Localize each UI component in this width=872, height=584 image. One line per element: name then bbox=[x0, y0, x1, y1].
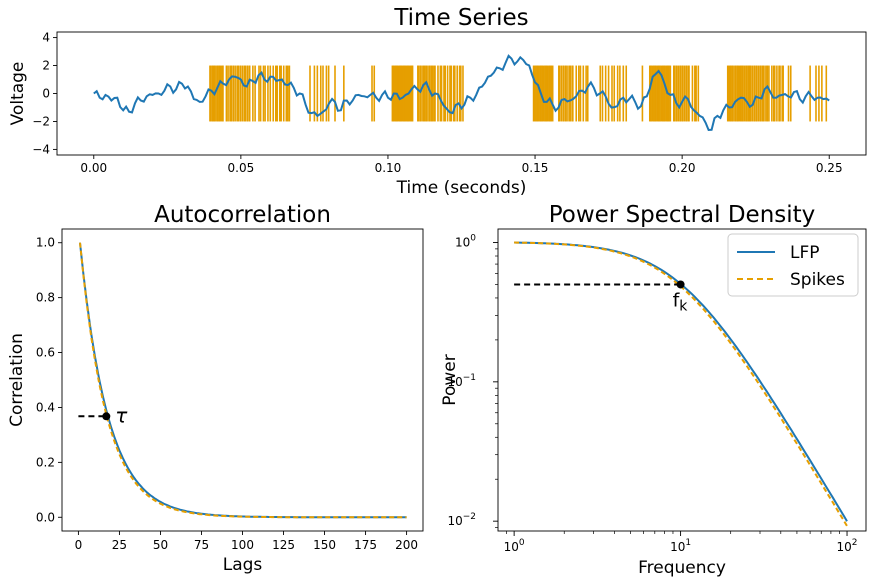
y-tick-exponent: −1 bbox=[463, 373, 476, 383]
plot-frame bbox=[497, 228, 867, 532]
x-tick-label: 0.00 bbox=[80, 161, 107, 175]
legend-box bbox=[727, 233, 859, 297]
x-tick-label: 0.10 bbox=[375, 161, 402, 175]
x-tick-label: 125 bbox=[272, 538, 295, 552]
lfp-autocorr-line bbox=[79, 242, 407, 519]
x-axis-label: Lags bbox=[223, 555, 263, 575]
x-tick-label: 25 bbox=[112, 538, 127, 552]
y-tick-label: −4 bbox=[32, 142, 50, 156]
y-tick-exponent: −2 bbox=[463, 512, 476, 522]
time-series-panel: Time Series 0.00 0.05 0.10 0.15 0.20 0.25 −4 −2 0… bbox=[8, 5, 867, 198]
x-axis-label: Time (seconds) bbox=[396, 178, 527, 198]
legend-label: LFP bbox=[790, 243, 820, 263]
spikes-autocorr-line bbox=[79, 242, 407, 519]
autocorrelation-panel: Autocorrelation τ 0 25 50 75 100 125 150 175 200 0.… bbox=[7, 202, 424, 575]
x-tick-label: 200 bbox=[395, 538, 418, 552]
lfp-series-line bbox=[93, 54, 830, 132]
x-axis-label: Frequency bbox=[638, 558, 726, 578]
x-tick-label: 75 bbox=[194, 538, 209, 552]
tau-label: τ bbox=[115, 403, 128, 427]
y-axis-label: Power bbox=[440, 354, 460, 405]
x-tick-label: 100 bbox=[231, 538, 254, 552]
x-tick-label: 101 bbox=[670, 538, 691, 554]
fk-label-main: f bbox=[673, 289, 681, 311]
y-tick-label: 4 bbox=[42, 31, 50, 45]
x-tick-label: 0.20 bbox=[669, 161, 696, 175]
x-tick-label: 0.25 bbox=[816, 161, 843, 175]
x-tick-label: 50 bbox=[153, 538, 168, 552]
chart-title: Power Spectral Density bbox=[549, 202, 816, 228]
plot-frame bbox=[61, 228, 424, 532]
y-axis-label: Correlation bbox=[7, 333, 27, 427]
fk-label-subscript: k bbox=[679, 298, 688, 314]
fk-label: fk bbox=[673, 289, 689, 314]
x-tick-label: 102 bbox=[837, 538, 858, 554]
y-tick-label: 0.0 bbox=[36, 510, 55, 524]
y-tick-label: 1.0 bbox=[36, 236, 55, 250]
x-tick-label: 0.05 bbox=[228, 161, 255, 175]
y-tick-label: −2 bbox=[32, 114, 50, 128]
y-tick-label: 100 bbox=[455, 234, 476, 250]
y-tick-label: 0 bbox=[42, 87, 50, 101]
x-tick-label: 0.15 bbox=[522, 161, 549, 175]
y-tick-label: 0.4 bbox=[36, 400, 55, 414]
x-tick-label: 175 bbox=[354, 538, 377, 552]
y-tick-label: 0.8 bbox=[36, 291, 55, 305]
x-tick-exponent: 2 bbox=[852, 538, 858, 548]
x-tick-exponent: 0 bbox=[519, 538, 525, 548]
x-tick-label: 150 bbox=[313, 538, 336, 552]
fk-marker bbox=[676, 280, 685, 289]
x-tick-label: 100 bbox=[504, 538, 525, 554]
y-axis-label: Voltage bbox=[8, 62, 28, 126]
y-tick-label: 0.2 bbox=[36, 455, 55, 469]
y-tick-label: 10−2 bbox=[447, 512, 476, 528]
y-tick-exponent: 0 bbox=[470, 234, 476, 244]
x-tick-exponent: 1 bbox=[685, 538, 691, 548]
chart-title: Time Series bbox=[393, 5, 528, 31]
legend: LFP Spikes bbox=[727, 233, 859, 297]
legend-label: Spikes bbox=[790, 270, 845, 290]
chart-title: Autocorrelation bbox=[154, 202, 331, 228]
x-tick-label: 0 bbox=[75, 538, 83, 552]
y-tick-label: 2 bbox=[42, 59, 50, 73]
tau-marker bbox=[102, 412, 111, 421]
y-tick-label: 0.6 bbox=[36, 346, 55, 360]
